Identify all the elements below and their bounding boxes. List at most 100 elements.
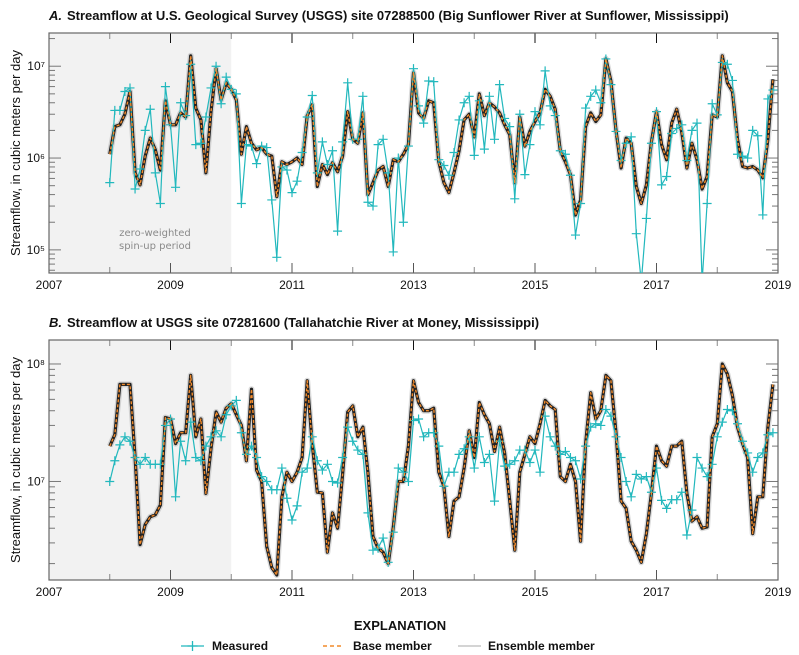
measured-point [135, 164, 145, 174]
measured-point [510, 456, 520, 466]
measured-point [525, 458, 535, 468]
base-member-line [109, 55, 774, 216]
measured-point [662, 171, 672, 181]
y-tick-label: 10⁷ [27, 474, 45, 488]
y-tick-label: 10⁸ [27, 357, 45, 371]
measured-point [322, 160, 332, 170]
measured-point [277, 162, 287, 172]
measured-point [753, 452, 763, 462]
spin-up-label-line2: spin-up period [119, 241, 191, 252]
measured-point [267, 195, 277, 205]
measured-point [479, 458, 489, 468]
measured-point [697, 463, 707, 473]
measured-point [328, 146, 337, 156]
measured-point [722, 404, 732, 414]
measured-point [631, 229, 641, 239]
measured-point [692, 452, 702, 462]
measured-point [403, 476, 413, 486]
measured-point [419, 118, 429, 128]
measured-point [596, 420, 606, 430]
measured-point [555, 449, 565, 459]
measured-point [419, 432, 429, 442]
measured-point [176, 98, 186, 108]
x-tick-label: 2011 [279, 278, 305, 292]
measured-point [176, 436, 186, 446]
measured-point [272, 485, 282, 495]
x-tick-label: 2019 [765, 585, 792, 599]
measured-point [677, 487, 687, 497]
measured-point [216, 99, 226, 109]
measured-point [717, 417, 727, 427]
panel-a-letter: A. [48, 8, 62, 23]
measured-point [667, 129, 677, 139]
measured-point [338, 137, 348, 147]
measured-point [657, 180, 667, 190]
measured-point [459, 444, 469, 454]
panel-a-series [105, 52, 778, 286]
legend-item-measured: Measured [181, 639, 268, 653]
measured-point [469, 150, 479, 160]
panel-a-frame [48, 32, 779, 274]
measured-point [464, 91, 474, 101]
measured-point [698, 277, 707, 286]
panel-b: 2007 2009 2011 2013 2015 2017 2019 10⁷ 10⁸ B. Str… [8, 315, 792, 599]
y-tick-label: 10⁵ [27, 243, 45, 257]
measured-point [707, 459, 717, 469]
measured-point [272, 252, 282, 262]
legend-item-ensemble-member: Ensemble member [458, 639, 595, 653]
measured-point [145, 104, 155, 114]
measured-point [409, 64, 418, 74]
measured-point [297, 467, 307, 477]
x-tick-label: 2017 [643, 278, 670, 292]
y-tick-label: 10⁶ [27, 151, 45, 165]
x-tick-label: 2019 [765, 278, 792, 292]
measured-point [388, 247, 398, 257]
measured-point [317, 137, 327, 147]
measured-point [722, 59, 732, 69]
measured-point [687, 125, 697, 135]
measured-point [712, 432, 722, 442]
measured-point [338, 452, 348, 462]
measured-point [343, 422, 353, 432]
panel-a-title: A. Streamflow at U.S. Geological Survey (… [48, 8, 729, 23]
measured-point [353, 445, 363, 455]
measured-point [616, 156, 626, 166]
measured-point [282, 493, 292, 503]
panel-b-letter: B. [49, 315, 62, 330]
measured-point [206, 432, 216, 442]
measured-point [484, 91, 494, 101]
measured-point [586, 91, 596, 101]
measured-point [206, 83, 216, 93]
measured-point [216, 432, 226, 442]
measured-point [236, 198, 246, 208]
measured-point [520, 445, 530, 455]
panel-b-series [105, 361, 778, 578]
base-member-line [109, 363, 774, 576]
measured-point [140, 452, 150, 462]
measured-point [363, 197, 373, 207]
measured-point [459, 98, 469, 108]
measured-point [707, 99, 717, 109]
measured-point [171, 492, 181, 502]
measured-point [262, 143, 272, 153]
legend-label-base-member: Base member [353, 639, 432, 653]
panel-a-plot-area: 2007 2009 2011 2013 2015 2017 2019 10⁵ 10⁶ 10⁷ [27, 32, 792, 292]
measured-point [631, 469, 641, 479]
measured-point [576, 474, 586, 484]
measured-point [505, 459, 515, 469]
measured-point [454, 449, 464, 459]
measured-point [763, 94, 773, 104]
measured-point [434, 441, 444, 451]
measured-point [252, 159, 262, 169]
panel-b-title: B. Streamflow at USGS site 07281600 (Tall… [49, 315, 539, 330]
measured-point [277, 463, 287, 473]
measured-point [748, 125, 758, 135]
measured-point [540, 66, 550, 76]
x-tick-label: 2007 [36, 278, 63, 292]
measured-point [115, 440, 125, 450]
measured-point [221, 410, 231, 420]
measured-point [505, 122, 515, 132]
x-tick-label: 2015 [522, 585, 549, 599]
measured-point [328, 476, 337, 486]
measured-point [287, 188, 297, 198]
